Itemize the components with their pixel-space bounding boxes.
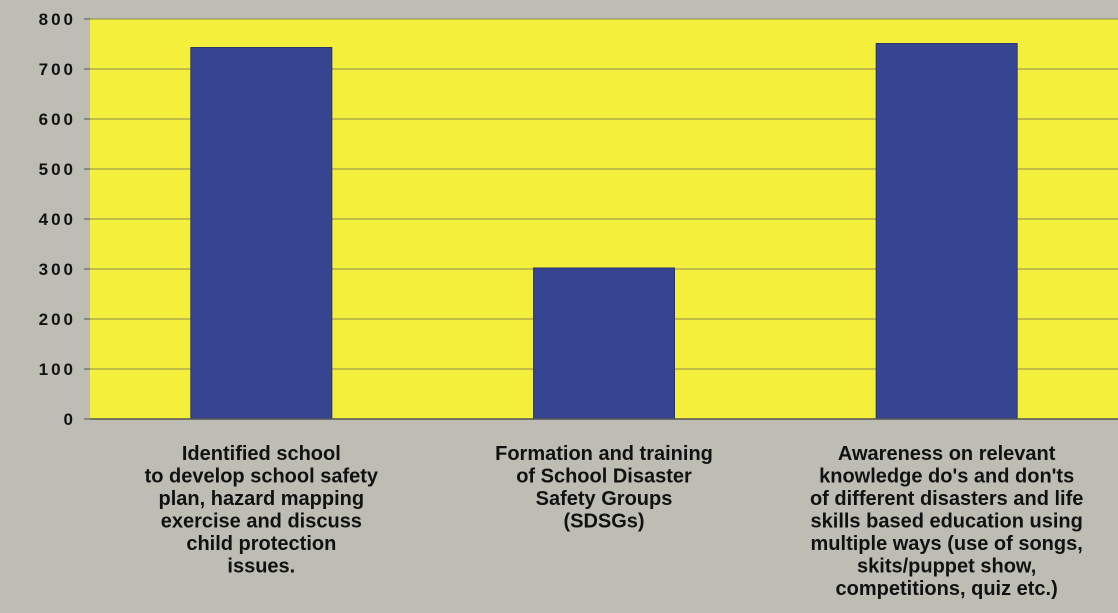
- category-label-line: knowledge do's and don'ts: [819, 466, 1074, 488]
- category-label-line: exercise and discuss: [161, 511, 362, 533]
- category-label-line: of School Disaster: [516, 466, 692, 488]
- category-label-line: skits/puppet show,: [857, 556, 1036, 578]
- bar: [533, 267, 675, 420]
- y-axis-ticks: 0 100 200 300 400 500 600 700 800: [39, 10, 90, 429]
- category-label: Formation and training of School Disaster…: [495, 443, 713, 533]
- category-label-line: to develop school safety: [145, 466, 379, 488]
- category-label-line: (SDSGs): [563, 511, 644, 533]
- category-label-line: multiple ways (use of songs,: [811, 533, 1083, 555]
- y-tick-label: 100: [39, 360, 76, 379]
- category-label-line: Safety Groups: [536, 488, 673, 510]
- category-labels: Identified school to develop school safet…: [145, 443, 1084, 600]
- bar: [875, 43, 1018, 420]
- category-label-line: issues.: [227, 556, 295, 578]
- category-label-line: competitions, quiz etc.): [836, 578, 1058, 600]
- category-label-line: child protection: [186, 533, 336, 555]
- y-tick-label: 200: [39, 310, 76, 329]
- y-tick-label: 800: [39, 10, 76, 29]
- category-label: Awareness on relevant knowledge do's and …: [810, 443, 1083, 600]
- y-tick-label: 300: [39, 260, 76, 279]
- bar: [190, 47, 333, 420]
- bars: [190, 43, 1018, 420]
- y-tick-label: 0: [64, 410, 76, 429]
- y-tick-label: 400: [39, 210, 76, 229]
- y-tick-label: 700: [39, 60, 76, 79]
- category-label-line: Identified school: [182, 443, 341, 465]
- y-tick-label: 600: [39, 110, 76, 129]
- category-label-line: plan, hazard mapping: [159, 488, 365, 510]
- y-tick-label: 500: [39, 160, 76, 179]
- category-label-line: Awareness on relevant: [838, 443, 1056, 465]
- category-label-line: skills based education using: [811, 511, 1083, 533]
- category-label: Identified school to develop school safet…: [145, 443, 379, 578]
- category-label-line: Formation and training: [495, 443, 713, 465]
- category-label-line: of different disasters and life: [810, 488, 1083, 510]
